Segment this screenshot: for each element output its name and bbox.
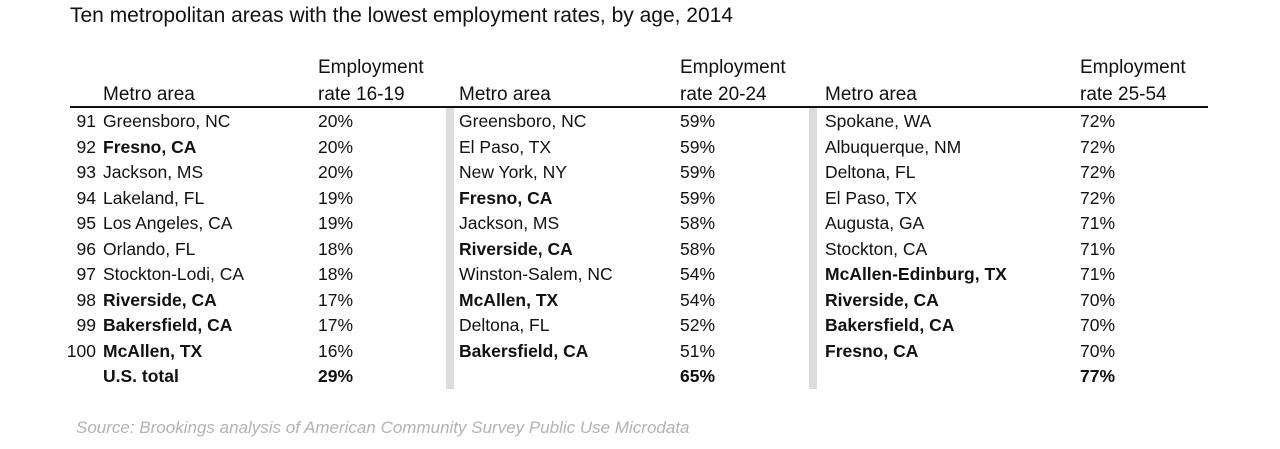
- header-rate-3: Employment rate 25-54: [1080, 54, 1186, 108]
- employment-rate: 71%: [1080, 264, 1116, 284]
- employment-rate: 58%: [680, 238, 716, 259]
- header-metro-1: Metro area: [103, 84, 195, 105]
- metro-name: McAllen, TX: [459, 289, 559, 310]
- rank-label: 98: [76, 289, 96, 310]
- header-metro-2: Metro area: [459, 84, 551, 105]
- header-rule: [70, 106, 1208, 108]
- employment-rate: 70%: [1080, 289, 1116, 310]
- employment-rate: 19%: [318, 213, 354, 233]
- header-rate-2-line1: Employment: [680, 57, 786, 78]
- employment-rate: 59%: [680, 111, 716, 131]
- metro-name: Fresno, CA: [825, 340, 919, 361]
- metro-name: Orlando, FL: [103, 238, 196, 259]
- employment-rate: 70%: [1080, 315, 1116, 335]
- employment-rate: 54%: [680, 264, 716, 284]
- rank-label: 100: [66, 340, 96, 361]
- employment-rate: 17%: [318, 315, 354, 335]
- source-note: Source: Brookings analysis of American C…: [76, 418, 690, 437]
- employment-rate: 51%: [680, 340, 716, 361]
- metro-name: Stockton-Lodi, CA: [103, 264, 245, 284]
- metro-name: Lakeland, FL: [103, 187, 205, 208]
- metro-name: Spokane, WA: [825, 111, 932, 131]
- total-rate: 29%: [318, 366, 354, 386]
- employment-rate: 72%: [1080, 136, 1116, 157]
- total-rate: 65%: [680, 366, 716, 386]
- header-rate-1-line2: rate 16-19: [318, 84, 405, 105]
- employment-rate: 58%: [680, 213, 716, 233]
- metro-name: Riverside, CA: [103, 289, 217, 310]
- header-rate-1-line1: Employment: [318, 57, 424, 78]
- employment-rate: 59%: [680, 187, 716, 208]
- employment-rate: 71%: [1080, 213, 1116, 233]
- rank-label: 97: [76, 264, 96, 284]
- employment-rate: 20%: [318, 136, 354, 157]
- metro-name: Greensboro, NC: [459, 111, 587, 131]
- metro-name: McAllen, TX: [103, 340, 203, 361]
- header-rate-2-line2: rate 20-24: [680, 84, 767, 105]
- employment-rate: 72%: [1080, 162, 1116, 182]
- metro-name: Deltona, FL: [459, 315, 550, 335]
- header-rate-1: Employment rate 16-19: [318, 54, 424, 108]
- metro-name: El Paso, TX: [459, 136, 552, 157]
- metro-name: Riverside, CA: [825, 289, 939, 310]
- employment-rate: 18%: [318, 264, 354, 284]
- metro-name: New York, NY: [459, 162, 567, 182]
- metro-name: Bakersfield, CA: [459, 340, 589, 361]
- employment-rate: 72%: [1080, 187, 1116, 208]
- employment-rate: 54%: [680, 289, 716, 310]
- metro-name: Deltona, FL: [825, 162, 916, 182]
- metro-name: Stockton, CA: [825, 238, 928, 259]
- employment-rate: 59%: [680, 162, 716, 182]
- metro-name: Jackson, MS: [103, 162, 204, 182]
- header-metro-3: Metro area: [825, 84, 917, 105]
- employment-rate: 52%: [680, 315, 716, 335]
- employment-rate: 72%: [1080, 111, 1116, 131]
- employment-rate: 20%: [318, 162, 354, 182]
- header-rate-3-line2: rate 25-54: [1080, 84, 1167, 105]
- rank-label: 92: [76, 136, 96, 157]
- employment-rate: 19%: [318, 187, 354, 208]
- metro-name: Bakersfield, CA: [103, 315, 233, 335]
- metro-name: Bakersfield, CA: [825, 315, 955, 335]
- header-rate-2: Employment rate 20-24: [680, 54, 786, 108]
- total-rate: 77%: [1080, 366, 1116, 386]
- rank-label: 93: [76, 162, 96, 182]
- employment-rate: 71%: [1080, 238, 1116, 259]
- metro-name: Winston-Salem, NC: [459, 264, 613, 284]
- metro-name: Los Angeles, CA: [103, 213, 233, 233]
- employment-rate: 16%: [318, 340, 354, 361]
- total-label: U.S. total: [103, 366, 179, 386]
- column-separator-1: [446, 108, 454, 389]
- metro-name: Jackson, MS: [459, 213, 560, 233]
- rank-label: 99: [76, 315, 96, 335]
- employment-rate: 70%: [1080, 340, 1116, 361]
- rank-label: 95: [76, 213, 96, 233]
- rank-label: 96: [76, 238, 96, 259]
- metro-name: Albuquerque, NM: [825, 136, 962, 157]
- metro-name: Greensboro, NC: [103, 111, 231, 131]
- employment-rate: 59%: [680, 136, 716, 157]
- header-rate-3-line1: Employment: [1080, 57, 1186, 78]
- metro-name: Fresno, CA: [459, 187, 553, 208]
- metro-name: Fresno, CA: [103, 136, 197, 157]
- column-separator-2: [809, 108, 817, 389]
- metro-name: McAllen-Edinburg, TX: [825, 264, 1007, 284]
- metro-name: El Paso, TX: [825, 187, 918, 208]
- employment-rate: 17%: [318, 289, 354, 310]
- rank-label: 94: [76, 187, 96, 208]
- chart-title: Ten metropolitan areas with the lowest e…: [70, 4, 734, 27]
- metro-name: Augusta, GA: [825, 213, 925, 233]
- metro-name: Riverside, CA: [459, 238, 573, 259]
- rank-label: 91: [76, 111, 96, 131]
- employment-rate: 20%: [318, 111, 354, 131]
- employment-rate: 18%: [318, 238, 354, 259]
